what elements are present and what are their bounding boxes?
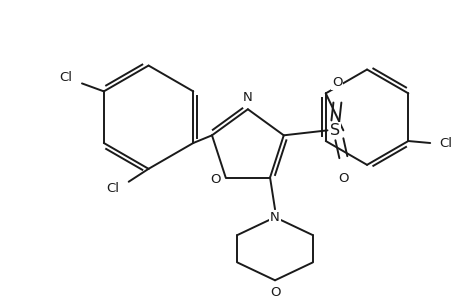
Text: N: N — [269, 211, 279, 224]
Text: O: O — [331, 76, 342, 89]
Text: Cl: Cl — [60, 71, 73, 84]
Text: Cl: Cl — [439, 136, 452, 149]
Text: Cl: Cl — [106, 182, 119, 195]
Text: O: O — [210, 173, 220, 186]
Text: O: O — [337, 172, 348, 184]
Text: S: S — [330, 123, 340, 138]
Text: O: O — [269, 286, 280, 299]
Text: N: N — [242, 91, 252, 104]
